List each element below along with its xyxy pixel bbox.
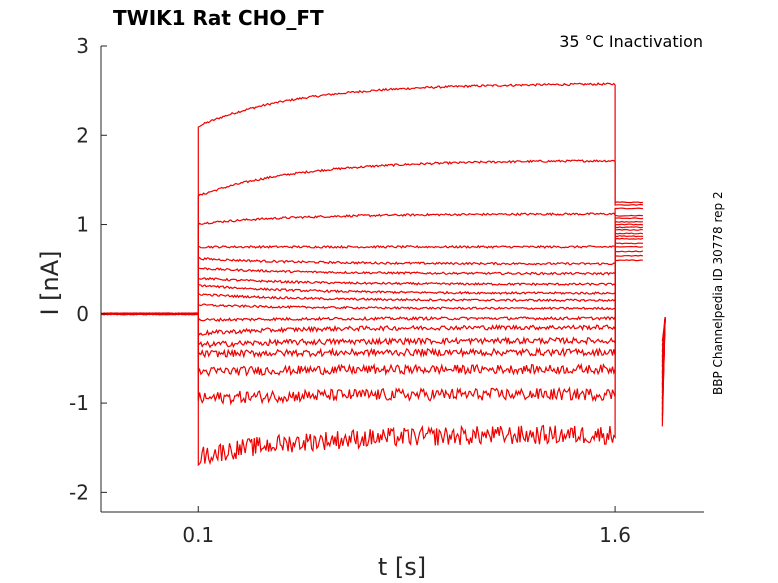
side-label: BBP Channelpedia ID 30778 rep 2 <box>711 191 725 395</box>
trace-recovery <box>661 318 666 427</box>
trace-line <box>100 207 643 316</box>
y-tick-label: 0 <box>76 302 89 326</box>
trace-line <box>100 235 643 323</box>
y-tick-label: -2 <box>69 480 89 504</box>
trace-line <box>100 223 644 316</box>
chart-title: TWIK1 Rat CHO_FT <box>113 6 324 30</box>
trace-line <box>100 237 644 336</box>
trace-line <box>100 214 643 316</box>
trace-line <box>100 226 644 316</box>
y-tick-label: 2 <box>76 123 89 147</box>
trace-line <box>100 232 644 316</box>
trace-line <box>100 242 643 349</box>
trace-line <box>100 254 644 406</box>
x-tick-label: 0.1 <box>182 523 214 547</box>
y-axis-label: I [nA] <box>36 250 64 315</box>
x-ticks-group: 0.1 1.6 <box>182 506 631 547</box>
trace-line <box>100 250 644 377</box>
y-ticks-group: -2 -1 0 1 2 3 <box>69 34 107 504</box>
trace-line <box>100 82 643 316</box>
y-tick-label: 3 <box>76 34 89 58</box>
trace-line <box>100 159 644 316</box>
trace-line <box>100 220 643 316</box>
trace-line <box>100 259 643 467</box>
y-tick-label: -1 <box>69 391 89 415</box>
y-tick-label: 1 <box>76 213 89 237</box>
x-axis-label: t [s] <box>378 553 426 581</box>
trace-line <box>100 217 643 316</box>
trace-line <box>100 245 643 359</box>
x-tick-label: 1.6 <box>599 523 631 547</box>
traces-group <box>100 82 666 467</box>
chart-annotation: 35 °C Inactivation <box>559 32 703 51</box>
trace-line <box>100 228 643 316</box>
